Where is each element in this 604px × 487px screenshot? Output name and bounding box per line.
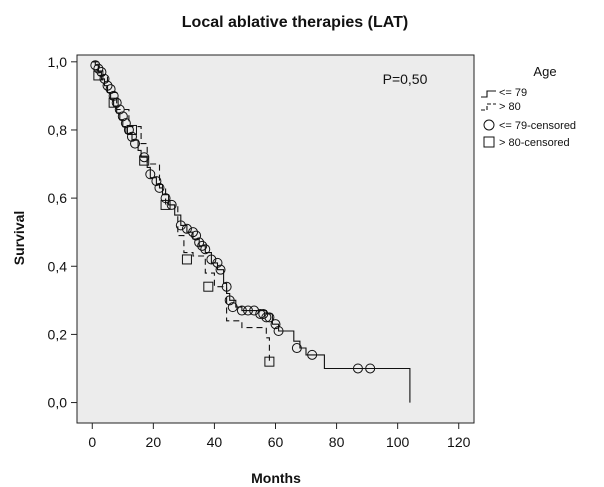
legend-entry-gt80-censored: > 80-censored: [499, 137, 570, 149]
censor-circle-le79: [93, 63, 104, 74]
x-tick-label: 40: [207, 434, 223, 450]
censor-circle-le79: [264, 312, 275, 323]
censor-circle-le79: [117, 111, 128, 122]
censor-circle-le79: [224, 295, 235, 306]
censor-circle-le79: [130, 138, 141, 149]
censor-square-gt80: [181, 254, 192, 265]
legend-circle-icon: [483, 119, 495, 131]
censor-circle-le79: [194, 237, 205, 248]
legend: Age <= 79 > 80 <= 79-censored > 80-censo…: [481, 64, 576, 149]
legend-entry-le79: <= 79: [499, 87, 527, 99]
censor-circle-le79: [307, 349, 318, 360]
censor-circle-le79: [365, 363, 376, 374]
x-axis-label: Months: [251, 470, 301, 486]
legend-entry-le79-censored: <= 79-censored: [499, 120, 576, 132]
x-tick-label: 80: [329, 434, 345, 450]
censor-circle-le79: [188, 227, 199, 238]
plot-area: [76, 54, 475, 424]
x-tick-label: 100: [386, 434, 410, 450]
legend-title: Age: [533, 64, 556, 79]
censor-circle-le79: [197, 240, 208, 251]
p-value-annotation: P=0,50: [383, 71, 428, 87]
censor-circle-le79: [212, 257, 223, 268]
censor-circle-le79: [291, 343, 302, 354]
y-tick-label: 0,0: [48, 395, 68, 411]
censor-circle-le79: [108, 90, 119, 101]
legend-dashed-line-icon: [481, 103, 496, 111]
censor-square-gt80: [126, 124, 137, 135]
censor-circle-le79: [105, 84, 116, 95]
y-tick-label: 1,0: [48, 54, 68, 70]
censor-square-gt80: [203, 281, 214, 292]
censor-square-gt80: [264, 356, 275, 367]
censor-circle-le79: [181, 223, 192, 234]
censor-circle-le79: [96, 67, 107, 78]
censor-circle-le79: [154, 182, 165, 193]
legend-square-icon: [483, 136, 495, 148]
axes-ticks: 0 20 40 60 80 100 120 0,0 0,2 0,4 0,6 0,8 1,0: [48, 54, 471, 450]
censor-circle-le79: [227, 302, 238, 313]
censor-circle-le79: [102, 80, 113, 91]
censor-square-gt80: [93, 70, 104, 81]
censor-circle-le79: [175, 220, 186, 231]
censor-square-gt80: [160, 199, 171, 210]
censor-circle-le79: [90, 60, 101, 71]
censor-circle-le79: [114, 104, 125, 115]
censor-circle-le79: [270, 319, 281, 330]
censor-circle-le79: [200, 244, 211, 255]
x-tick-label: 20: [146, 434, 162, 450]
censor-circle-le79: [261, 312, 272, 323]
survival-curve-le79: [92, 61, 411, 403]
censor-circle-le79: [99, 73, 110, 84]
censor-circle-le79: [160, 193, 171, 204]
y-tick-label: 0,8: [48, 122, 68, 138]
y-tick-label: 0,6: [48, 190, 68, 206]
x-tick-label: 0: [88, 434, 96, 450]
censor-circle-le79: [145, 169, 156, 180]
chart-title: Local ablative therapies (LAT): [182, 14, 408, 31]
legend-entry-gt80: > 80: [499, 101, 521, 113]
y-tick-label: 0,2: [48, 326, 68, 342]
censor-circle-le79: [191, 230, 202, 241]
censor-circle-le79: [126, 131, 137, 142]
censor-circle-le79: [166, 199, 177, 210]
x-tick-label: 60: [268, 434, 284, 450]
censor-markers: [90, 60, 376, 374]
censor-circle-le79: [221, 281, 232, 292]
censor-circle-le79: [206, 254, 217, 265]
censor-circle-le79: [273, 326, 284, 336]
censor-circle-le79: [120, 118, 131, 129]
censor-circle-le79: [236, 305, 247, 316]
censor-circle-le79: [215, 264, 226, 275]
censor-circle-le79: [255, 308, 266, 319]
x-tick-label: 120: [447, 434, 471, 450]
survival-curves: [92, 61, 411, 403]
y-axis-label: Survival: [11, 211, 27, 265]
legend-solid-line-icon: [481, 90, 496, 98]
y-tick-label: 0,4: [48, 258, 68, 274]
censor-circle-le79: [258, 308, 269, 319]
censor-square-gt80: [108, 97, 119, 108]
censor-circle-le79: [352, 363, 363, 374]
censor-circle-le79: [243, 305, 254, 316]
censor-square-gt80: [139, 155, 150, 166]
censor-circle-le79: [151, 176, 162, 187]
censor-circle-le79: [249, 305, 260, 316]
